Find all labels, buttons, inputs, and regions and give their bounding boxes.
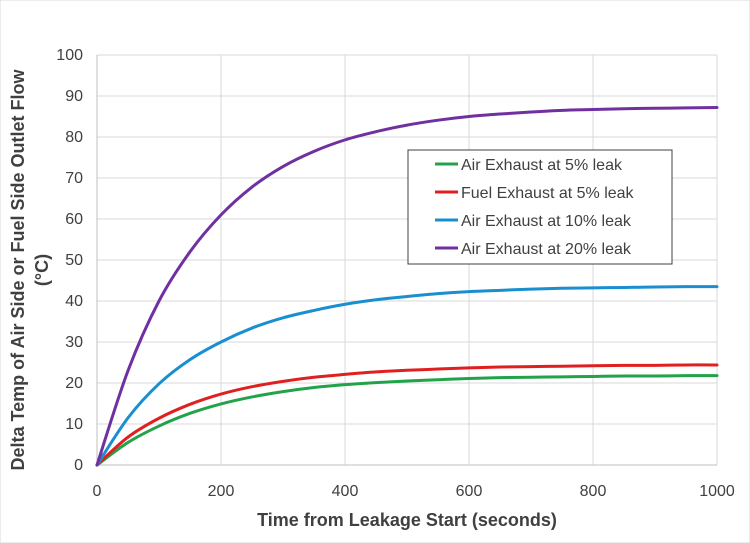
series-line-air-exhaust-at-10-leak xyxy=(95,285,719,467)
legend-label-fuel-exhaust-at-5-leak: Fuel Exhaust at 5% leak xyxy=(461,185,635,202)
y-tick-label: 50 xyxy=(65,252,83,269)
x-tick-label: 1000 xyxy=(699,483,735,500)
y-tick-label: 20 xyxy=(65,375,83,392)
y-tick-label: 100 xyxy=(56,47,83,64)
x-tick-label: 200 xyxy=(208,483,235,500)
series-line-fuel-exhaust-at-5-leak xyxy=(95,363,719,467)
x-tick-label: 400 xyxy=(332,483,359,500)
x-tick-label: 0 xyxy=(93,483,102,500)
x-tick-label: 800 xyxy=(580,483,607,500)
y-axis-title-line-1: Delta Temp of Air Side or Fuel Side Outl… xyxy=(8,68,28,470)
series-line-air-exhaust-at-5-leak xyxy=(95,374,719,467)
y-tick-label: 0 xyxy=(74,457,83,474)
legend-box xyxy=(407,149,673,265)
series-line-air-exhaust-at-20-leak xyxy=(95,105,719,467)
y-tick-label: 90 xyxy=(65,88,83,105)
series-lines xyxy=(95,105,719,467)
legend-label-air-exhaust-at-20-leak: Air Exhaust at 20% leak xyxy=(461,241,632,258)
axes xyxy=(96,55,717,466)
legend-label-air-exhaust-at-5-leak: Air Exhaust at 5% leak xyxy=(461,157,623,174)
y-tick-label: 40 xyxy=(65,293,83,310)
x-axis-title: Time from Leakage Start (seconds) xyxy=(257,510,557,530)
y-tick-label: 70 xyxy=(65,170,83,187)
legend-label-air-exhaust-at-10-leak: Air Exhaust at 10% leak xyxy=(461,213,632,230)
y-tick-label: 80 xyxy=(65,129,83,146)
legend: Air Exhaust at 5% leak Fuel Exhaust at 5%… xyxy=(407,149,673,265)
x-tick-label: 600 xyxy=(456,483,483,500)
y-tick-label: 10 xyxy=(65,416,83,433)
y-tick-label: 60 xyxy=(65,211,83,228)
y-tick-label: 30 xyxy=(65,334,83,351)
y-axis-title-line-2: (°C) xyxy=(32,254,52,286)
